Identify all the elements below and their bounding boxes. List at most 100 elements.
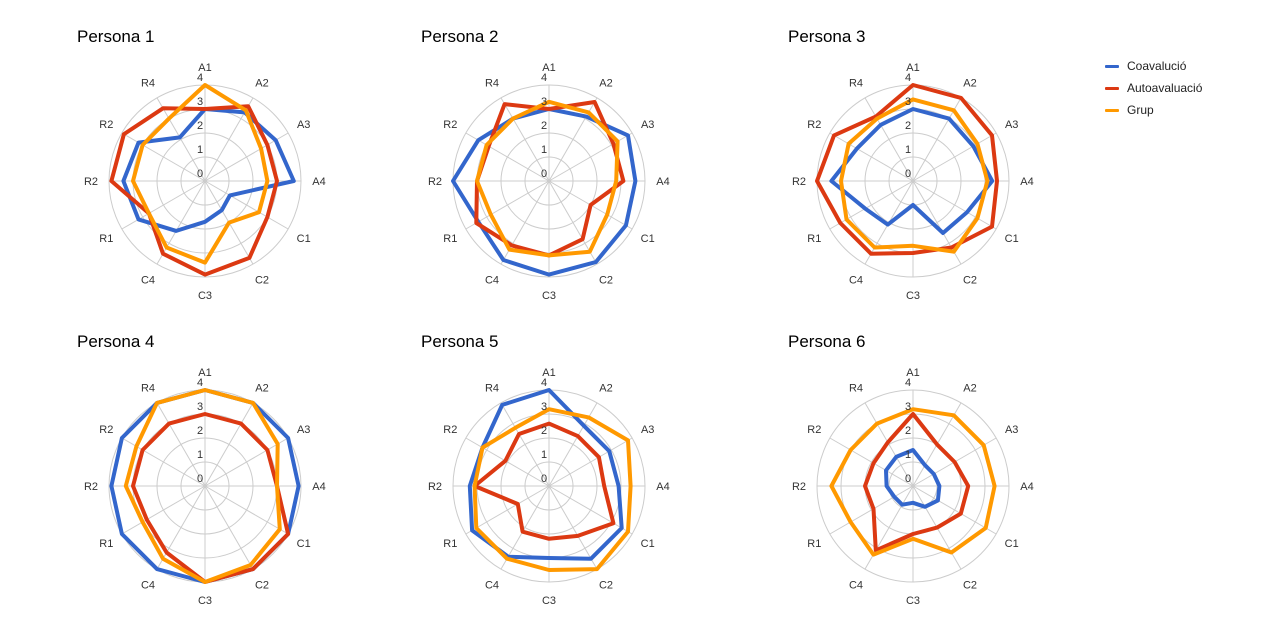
tick-label: 4	[541, 72, 547, 84]
grid-spoke	[500, 97, 550, 182]
category-label: R2	[428, 481, 442, 493]
grid-spoke	[500, 402, 550, 487]
tick-label: 4	[197, 72, 203, 84]
category-label: C1	[641, 233, 655, 245]
category-label: C4	[849, 275, 863, 287]
tick-label: 3	[541, 96, 547, 108]
category-label: C3	[198, 290, 212, 302]
category-label: R1	[807, 538, 821, 550]
tick-label: 2	[905, 425, 911, 437]
category-label: A3	[297, 424, 310, 436]
category-label: A2	[963, 382, 976, 394]
series-line-1	[863, 412, 971, 553]
category-label: R2	[428, 176, 442, 188]
category-label: R4	[485, 382, 499, 394]
category-label: R1	[807, 233, 821, 245]
tick-label: 2	[197, 120, 203, 132]
grid-spoke	[864, 97, 914, 182]
radar-chart-4: Persona 4 0 1 2 3 4A1 A2 A3 A4 C1 C2 C3 C4 R1 R2 R2 R4	[77, 332, 326, 607]
category-label: A1	[542, 62, 555, 74]
grid-spoke	[912, 485, 997, 535]
radar-chart-3: Persona 3 0 1 2 3 4A1 A2 A3 A4 C1 C2 C3 C4 R1 R2 R2 R4	[788, 27, 1034, 302]
category-label: R2	[807, 424, 821, 436]
series-line-0	[829, 107, 995, 235]
category-label: R2	[807, 119, 821, 131]
legend-label: Grup	[1127, 103, 1154, 117]
legend-swatch	[1105, 64, 1119, 68]
legend-item[interactable]: Autoavaluació	[1105, 77, 1202, 99]
grid-spoke	[465, 437, 550, 487]
category-label: A1	[198, 62, 211, 74]
category-label: C2	[255, 580, 269, 592]
tick-label: 1	[197, 144, 203, 156]
tick-label: 4	[541, 377, 547, 389]
radar-chart-5: Persona 5 0 1 2 3 4A1 A2 A3 A4 C1 C2 C3 C4 R1 R2 R2 R4	[421, 332, 670, 607]
tick-label: 4	[197, 377, 203, 389]
series-line-1	[109, 104, 279, 277]
category-label: C3	[542, 595, 556, 607]
series-line-0	[451, 107, 638, 277]
tick-label: 3	[905, 401, 911, 413]
grid-spoke	[204, 180, 289, 230]
category-label: R2	[84, 481, 98, 493]
grid-spoke	[204, 485, 254, 570]
series-line-2	[472, 407, 633, 572]
category-label: C2	[255, 275, 269, 287]
category-label: A2	[599, 77, 612, 89]
grid-spoke	[548, 485, 633, 535]
category-label: A3	[1005, 119, 1018, 131]
category-label: A2	[599, 382, 612, 394]
category-label: R2	[443, 424, 457, 436]
grid-spoke	[829, 132, 914, 182]
legend-item[interactable]: Grup	[1105, 99, 1202, 121]
category-label: C4	[141, 580, 155, 592]
category-label: R1	[443, 233, 457, 245]
category-label: A1	[542, 367, 555, 379]
category-label: C2	[963, 275, 977, 287]
tick-label: 1	[905, 449, 911, 461]
legend-item[interactable]: Coavalució	[1105, 55, 1202, 77]
legend-swatch	[1105, 108, 1119, 112]
category-label: R1	[99, 538, 113, 550]
tick-label: 1	[541, 449, 547, 461]
category-label: C4	[485, 275, 499, 287]
series-line-1	[131, 412, 291, 584]
chart-title: Persona 2	[421, 27, 499, 46]
grid-spoke	[121, 132, 206, 182]
category-label: A1	[906, 62, 919, 74]
grid-spoke	[829, 180, 914, 230]
series-line-2	[131, 83, 270, 265]
chart-title: Persona 3	[788, 27, 866, 46]
category-label: C1	[641, 538, 655, 550]
category-label: R4	[485, 77, 499, 89]
category-label: R4	[141, 77, 155, 89]
radar-chart-6: Persona 6 0 1 2 3 4A1 A2 A3 A4 C1 C2 C3 C4 R1 R2 R2 R4	[788, 332, 1034, 607]
category-label: C2	[599, 580, 613, 592]
tick-label: 3	[541, 401, 547, 413]
tick-label: 0	[197, 168, 203, 180]
grid-spoke	[156, 402, 206, 487]
category-label: C1	[1005, 538, 1019, 550]
series-line-2	[829, 407, 997, 557]
category-label: R2	[792, 176, 806, 188]
category-label: R4	[849, 382, 863, 394]
tick-label: 0	[197, 473, 203, 485]
category-label: R2	[792, 481, 806, 493]
category-label: R2	[84, 176, 98, 188]
legend-swatch	[1105, 86, 1119, 90]
grid-spoke	[465, 485, 550, 535]
category-label: C3	[906, 290, 920, 302]
grid-spoke	[548, 437, 633, 487]
radar-chart-1: Persona 1 0 1 2 3 4A1 A2 A3 A4 C1 C2 C3 C4 R1 R2 R2 R4	[77, 27, 326, 302]
category-label: C4	[849, 580, 863, 592]
grid-spoke	[204, 437, 289, 487]
grid-spoke	[204, 402, 254, 487]
series-line-0	[884, 448, 942, 509]
series-line-0	[121, 107, 296, 233]
tick-label: 1	[905, 144, 911, 156]
category-label: A3	[297, 119, 310, 131]
category-label: A2	[255, 382, 268, 394]
category-label: A4	[656, 176, 669, 188]
